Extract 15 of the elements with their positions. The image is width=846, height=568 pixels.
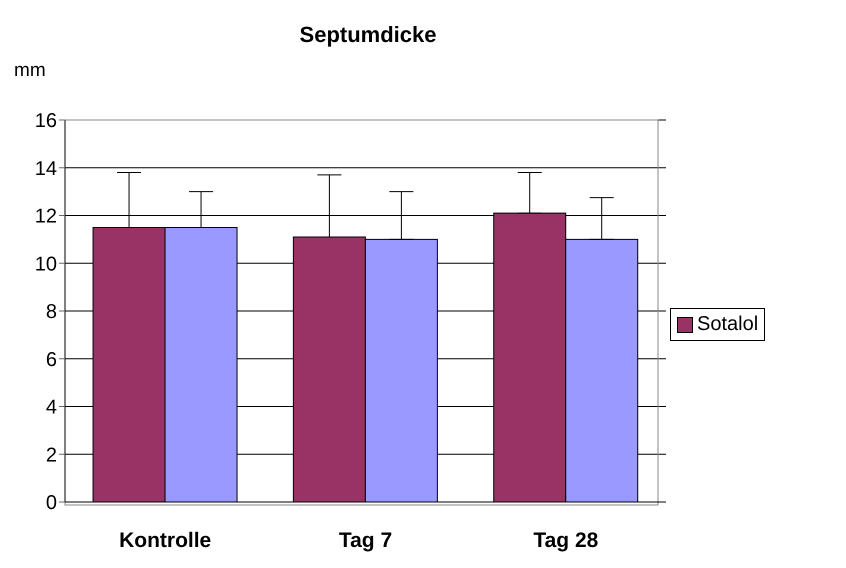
- x-tick-label: Tag 7: [338, 528, 392, 552]
- y-tick-label: 12: [34, 206, 57, 228]
- chart-title: Septumdicke: [298, 22, 438, 48]
- y-tick-label: 16: [34, 110, 57, 132]
- y-tick-label: 6: [46, 348, 57, 371]
- y-tick-label: 14: [34, 158, 57, 180]
- legend-label: Sotalol: [697, 313, 758, 336]
- y-tick-label: 0: [46, 492, 57, 514]
- y-tick-label: 2: [46, 444, 57, 466]
- x-tick-label: Kontrolle: [119, 528, 212, 552]
- y-axis-title: mm: [14, 60, 46, 82]
- y-tick-label: 10: [34, 253, 57, 276]
- y-tick-label: 8: [46, 301, 57, 324]
- y-tick-label: 4: [46, 396, 57, 419]
- x-tick-label: Tag 28: [533, 528, 599, 552]
